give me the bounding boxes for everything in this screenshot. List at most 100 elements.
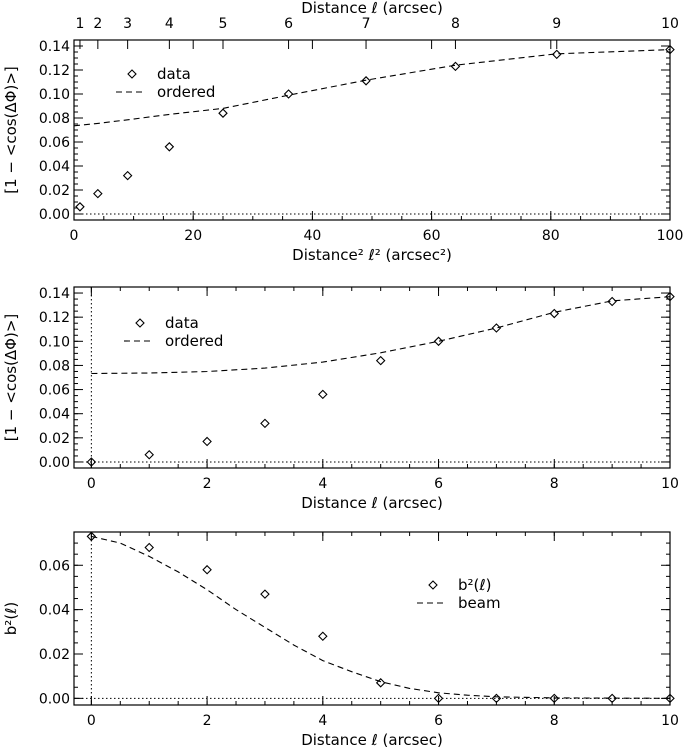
x-tick-label: 10 <box>661 476 679 492</box>
y-tick-label: 0.14 <box>39 39 70 55</box>
series-1 <box>86 531 675 704</box>
x-tick-label: 6 <box>434 713 443 729</box>
y-tick-label: 0.06 <box>39 383 70 399</box>
data-point <box>260 418 270 429</box>
y-tick-label: 0.00 <box>39 691 70 707</box>
top-tick-label: 1 <box>75 16 84 32</box>
x-tick-label: 40 <box>303 228 321 244</box>
x-axis-title: Distance ℓ (arcsec) <box>301 494 443 512</box>
x-tick-label: 100 <box>657 228 684 244</box>
legend: b²(ℓ)beam <box>417 576 501 612</box>
x-tick-label: 0 <box>87 713 96 729</box>
y-tick-label: 0.04 <box>39 407 70 423</box>
top-axis-title: Distance ℓ (arcsec) <box>301 0 443 17</box>
data-point <box>607 693 617 704</box>
y-tick-label: 0.02 <box>39 431 70 447</box>
top-tick-label: 10 <box>661 16 679 32</box>
y-tick-label: 0.06 <box>39 558 70 574</box>
y-tick-label: 0.00 <box>39 207 70 223</box>
x-tick-label: 4 <box>318 476 327 492</box>
x-tick-label: 60 <box>423 228 441 244</box>
x-tick-label: 4 <box>318 713 327 729</box>
series-2 <box>91 535 671 699</box>
y-tick-label: 0.08 <box>39 111 70 127</box>
legend-label: data <box>165 314 199 332</box>
y-tick-label: 0.02 <box>39 647 70 663</box>
x-tick-label: 0 <box>70 228 79 244</box>
x-tick-label: 8 <box>550 713 559 729</box>
chart-panel-2: 0 2 4 6 8 10 0.00 0.02 0.04 0.06 0.08 0.10 0.12 0.14 D… <box>2 286 679 512</box>
chart-panel-1: 0 20 40 60 80 100 0.00 0.02 0.04 0.06 0.08 0.10 0.12… <box>2 0 683 264</box>
y-tick-label: 0.00 <box>39 455 70 471</box>
data-point <box>665 693 675 704</box>
series-1 <box>86 291 675 467</box>
legend-label: ordered <box>157 83 215 101</box>
y-tick-label: 0.04 <box>39 603 70 619</box>
series-1 <box>75 44 675 212</box>
series-2 <box>91 296 671 375</box>
data-point <box>202 564 212 575</box>
y-tick-label: 0.14 <box>39 286 70 302</box>
x-tick-label: 6 <box>434 476 443 492</box>
series-line <box>91 535 671 699</box>
y-tick-label: 0.12 <box>39 63 70 79</box>
legend-label: beam <box>458 594 501 612</box>
data-point <box>144 542 155 553</box>
series-line <box>73 49 671 127</box>
legend-label: b²(ℓ) <box>458 576 491 594</box>
data-point <box>551 49 562 60</box>
top-tick-label: 6 <box>284 16 293 32</box>
plot-frame <box>73 531 671 706</box>
y-tick-label: 0.12 <box>39 310 70 326</box>
top-tick-label: 7 <box>362 16 371 32</box>
data-point <box>607 296 617 307</box>
data-point <box>86 457 97 467</box>
data-point <box>665 44 675 55</box>
data-point <box>86 531 97 542</box>
y-tick-label: 0.10 <box>39 87 70 103</box>
legend-label: data <box>157 65 191 83</box>
data-point <box>665 291 675 302</box>
top-tick-label: 3 <box>123 16 132 32</box>
y-tick-label: 0.06 <box>39 135 70 151</box>
x-tick-label: 80 <box>542 228 560 244</box>
data-point <box>433 693 444 704</box>
data-point <box>375 678 386 688</box>
data-point <box>93 188 103 199</box>
top-tick-label: 9 <box>552 16 561 32</box>
x-tick-label: 2 <box>203 476 212 492</box>
plot-frame <box>73 286 671 469</box>
x-tick-label: 8 <box>550 476 559 492</box>
data-point <box>375 355 386 366</box>
y-tick-label: 0.10 <box>39 334 70 350</box>
y-axis-title: b²(ℓ) <box>2 602 20 635</box>
y-axis-title: [1 − <cos(ΔΦ)>] <box>2 66 20 194</box>
data-point <box>75 202 85 212</box>
data-point <box>202 436 212 447</box>
data-point <box>260 589 270 599</box>
data-point <box>144 449 155 460</box>
legend-marker <box>127 69 137 79</box>
data-point <box>122 170 133 181</box>
x-tick-label: 2 <box>203 713 212 729</box>
data-point <box>318 389 328 400</box>
data-point <box>361 76 371 86</box>
top-tick-label: 2 <box>93 16 102 32</box>
y-axis-title: [1 − <cos(ΔΦ)>] <box>2 314 20 442</box>
series-line <box>91 296 671 375</box>
x-tick-label: 20 <box>184 228 202 244</box>
x-axis-title: Distance ℓ (arcsec) <box>301 731 443 749</box>
y-tick-label: 0.02 <box>39 183 70 199</box>
data-point <box>549 693 560 704</box>
series-2 <box>73 49 671 127</box>
legend-marker <box>135 318 145 328</box>
x-axis-title: Distance² ℓ² (arcsec²) <box>292 246 452 264</box>
y-tick-label: 0.08 <box>39 358 70 374</box>
data-point <box>450 61 461 72</box>
chart-panel-3: 0 2 4 6 8 10 0.00 0.02 0.04 0.06 Distance ℓ (arcse… <box>2 531 679 749</box>
data-point <box>218 108 228 118</box>
x-tick-label: 10 <box>661 713 679 729</box>
top-tick-label: 8 <box>451 16 460 32</box>
